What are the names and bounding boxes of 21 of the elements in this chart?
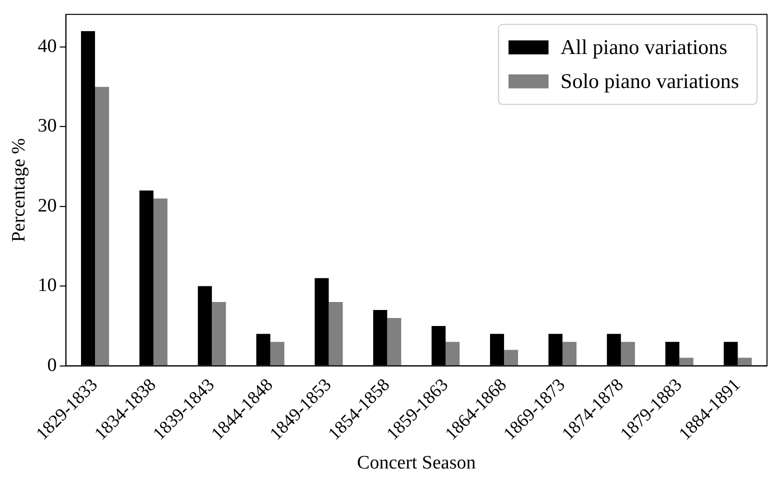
bar [562,342,577,366]
y-tick-label: 30 [38,116,57,137]
x-axis-title: Concert Season [357,452,476,474]
bar [620,342,635,366]
y-tick-label: 20 [38,195,57,216]
bar [446,342,460,366]
bar [504,350,518,366]
y-tick-label: 40 [38,36,57,58]
bar [212,302,226,366]
bar [270,342,284,366]
y-axis-title: Percentage % [8,138,30,242]
bar [387,318,402,366]
bar [679,358,694,366]
y-tick-label: 10 [38,275,57,296]
y-tick-label: 0 [47,354,57,376]
bar [153,198,168,366]
legend-label: All piano variations [560,34,728,59]
bar [328,302,343,366]
bar [738,358,752,366]
bar [95,86,110,366]
legend-label: Solo piano variations [560,68,740,93]
